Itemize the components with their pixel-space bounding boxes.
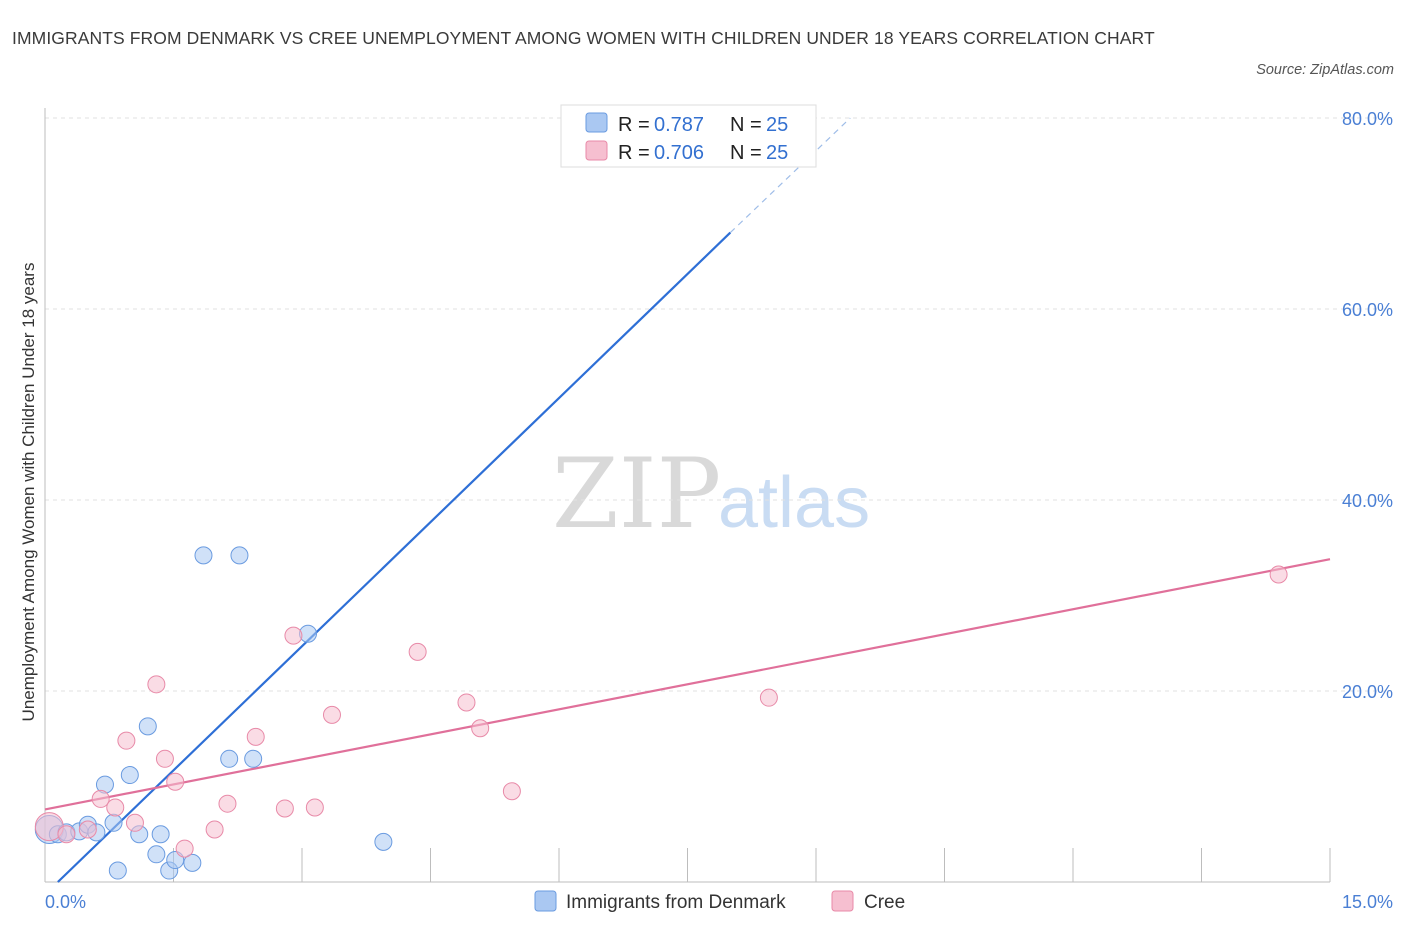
- legend-n-value-cree: 25: [766, 142, 788, 164]
- grid: [45, 117, 1392, 692]
- x-tick-min: 0.0%: [45, 892, 86, 912]
- point-cree-2: [78, 820, 97, 839]
- point-denmark-7: [104, 813, 123, 832]
- point-cree-11: [205, 820, 224, 839]
- point-cree-6: [125, 813, 144, 832]
- chart-source: Source: ZipAtlas.com: [1256, 62, 1394, 78]
- point-denmark-11: [138, 717, 157, 736]
- point-denmark-13: [151, 825, 170, 844]
- bottom-legend-swatch-denmark: [534, 890, 557, 912]
- point-cree-7: [147, 675, 166, 694]
- y-axis-label: Unemployment Among Women with Children U…: [19, 263, 38, 722]
- point-cree-12: [218, 794, 237, 813]
- point-cree-18: [408, 642, 427, 661]
- y-tick-label-80: 80.0%: [1342, 109, 1393, 129]
- point-cree-8: [155, 749, 174, 768]
- point-denmark-22: [374, 832, 393, 851]
- point-denmark-19: [230, 546, 249, 565]
- point-denmark-12: [147, 845, 166, 864]
- watermark: ZIP atlas: [552, 438, 870, 550]
- y-tick-label-20: 20.0%: [1342, 682, 1393, 702]
- point-cree-17: [322, 705, 341, 724]
- point-denmark-17: [194, 546, 213, 565]
- point-denmark-18: [220, 749, 239, 768]
- trend-line-cree: [44, 558, 1331, 811]
- x-tick-max: 15.0%: [1342, 892, 1393, 912]
- point-cree-9: [166, 772, 185, 791]
- point-denmark-16: [183, 853, 202, 872]
- legend-swatch-denmark: [585, 112, 608, 133]
- point-denmark-20: [244, 749, 263, 768]
- point-cree-10: [175, 839, 194, 858]
- watermark-zip: ZIP: [552, 438, 721, 550]
- point-denmark-9: [120, 766, 139, 785]
- watermark-atlas: atlas: [718, 463, 870, 543]
- point-cree-3: [91, 789, 110, 808]
- legend-r-label-denmark: R =: [618, 114, 650, 136]
- chart-title: IMMIGRANTS FROM DENMARK VS CREE UNEMPLOY…: [12, 28, 1155, 48]
- legend: R = 0.787 N = 25 R = 0.706 N = 25: [560, 104, 817, 168]
- data-points: [34, 128, 1288, 880]
- legend-r-value-denmark: 0.787: [654, 114, 704, 136]
- point-cree-19: [457, 693, 476, 712]
- bottom-legend-label-denmark: Immigrants from Denmark: [566, 892, 786, 913]
- legend-r-label-cree: R =: [618, 142, 650, 164]
- point-cree-15: [284, 626, 303, 645]
- bottom-legend-swatch-cree: [831, 890, 854, 912]
- point-cree-14: [275, 799, 294, 818]
- point-cree-20: [471, 719, 490, 738]
- trend-lines: [44, 117, 1331, 883]
- legend-n-value-denmark: 25: [766, 114, 788, 136]
- y-tick-label-40: 40.0%: [1342, 491, 1393, 511]
- point-cree-13: [246, 727, 265, 746]
- bottom-legend: Immigrants from Denmark Cree: [534, 890, 905, 913]
- point-cree-16: [305, 798, 324, 817]
- point-cree-23: [1269, 565, 1288, 584]
- legend-n-label-denmark: N =: [730, 114, 762, 136]
- legend-swatch-cree: [585, 140, 608, 161]
- legend-r-value-cree: 0.706: [654, 142, 704, 164]
- y-tick-labels: 20.0% 40.0% 60.0% 80.0%: [1342, 109, 1393, 702]
- y-tick-label-60: 60.0%: [1342, 300, 1393, 320]
- trend-line-denmark: [57, 231, 732, 883]
- point-cree-4: [106, 798, 125, 817]
- point-cree-5: [117, 731, 136, 750]
- trend-line-denmark-extension: [729, 117, 851, 234]
- point-denmark-8: [108, 861, 127, 880]
- point-cree-21: [502, 782, 521, 801]
- point-cree-22: [759, 688, 778, 707]
- bottom-legend-label-cree: Cree: [864, 892, 905, 913]
- point-cree-1: [57, 825, 76, 844]
- legend-n-label-cree: N =: [730, 142, 762, 164]
